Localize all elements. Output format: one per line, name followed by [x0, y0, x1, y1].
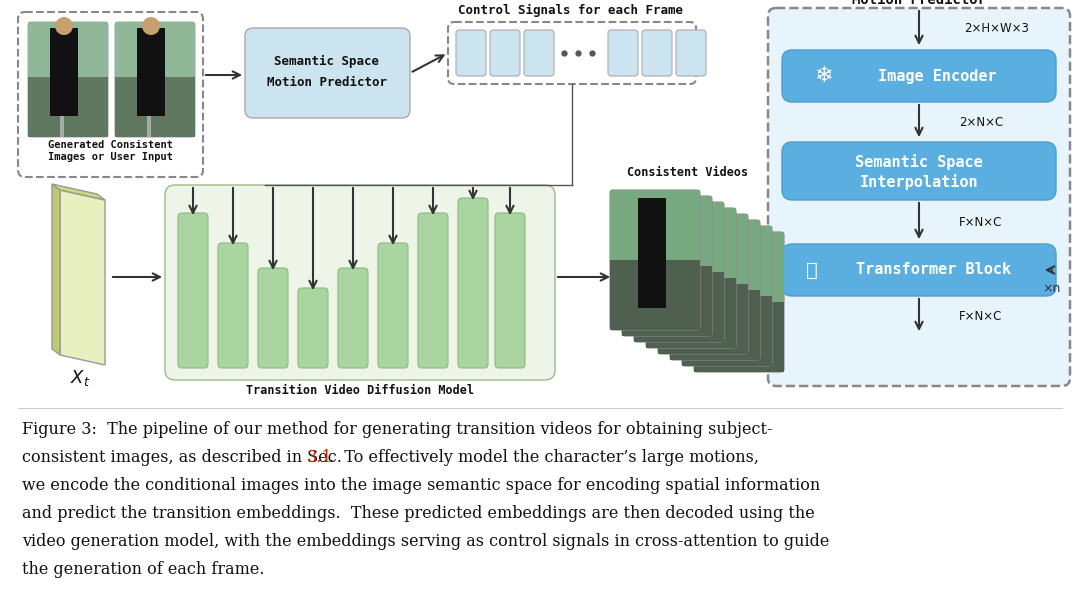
FancyBboxPatch shape — [622, 196, 712, 336]
Text: Consistent Videos: Consistent Videos — [627, 166, 748, 179]
Bar — [658, 284, 748, 354]
Bar — [674, 216, 702, 326]
FancyBboxPatch shape — [495, 213, 525, 368]
Text: consistent images, as described in Sec.: consistent images, as described in Sec. — [22, 449, 347, 467]
FancyBboxPatch shape — [338, 268, 368, 368]
FancyBboxPatch shape — [298, 288, 328, 368]
Bar — [686, 222, 714, 332]
Polygon shape — [52, 184, 60, 355]
FancyBboxPatch shape — [694, 232, 784, 372]
Bar — [638, 198, 666, 308]
Bar — [646, 208, 735, 278]
Text: 3.1: 3.1 — [307, 449, 333, 467]
FancyBboxPatch shape — [681, 226, 772, 366]
FancyBboxPatch shape — [670, 220, 760, 360]
Bar — [723, 240, 750, 350]
FancyBboxPatch shape — [114, 22, 195, 137]
FancyBboxPatch shape — [646, 208, 735, 348]
Polygon shape — [60, 190, 105, 365]
Bar — [662, 210, 690, 320]
FancyBboxPatch shape — [608, 30, 638, 76]
FancyBboxPatch shape — [258, 268, 288, 368]
FancyBboxPatch shape — [178, 213, 208, 368]
FancyBboxPatch shape — [768, 8, 1070, 386]
FancyBboxPatch shape — [782, 244, 1056, 296]
Bar — [622, 196, 712, 266]
Bar — [50, 28, 78, 116]
Text: Control Signals for each Frame: Control Signals for each Frame — [458, 4, 683, 17]
Text: Semantic Space: Semantic Space — [855, 154, 983, 170]
Text: Transition Video Diffusion Model: Transition Video Diffusion Model — [246, 383, 474, 397]
Bar — [646, 278, 735, 348]
FancyBboxPatch shape — [245, 28, 410, 118]
Text: Motion Predictor: Motion Predictor — [852, 0, 986, 7]
FancyBboxPatch shape — [28, 22, 108, 137]
FancyBboxPatch shape — [418, 213, 448, 368]
FancyBboxPatch shape — [458, 198, 488, 368]
Bar — [694, 302, 784, 372]
FancyBboxPatch shape — [218, 243, 248, 368]
Bar — [698, 228, 726, 338]
Text: Semantic Space: Semantic Space — [274, 55, 379, 68]
FancyBboxPatch shape — [782, 142, 1056, 200]
Text: Image Encoder: Image Encoder — [878, 68, 997, 83]
FancyBboxPatch shape — [642, 30, 672, 76]
Bar — [634, 272, 724, 342]
Polygon shape — [52, 184, 105, 200]
FancyBboxPatch shape — [782, 50, 1056, 102]
Text: Images or User Input: Images or User Input — [48, 152, 173, 162]
Text: .  To effectively model the character’s large motions,: . To effectively model the character’s l… — [328, 449, 758, 467]
Bar — [114, 22, 195, 77]
FancyBboxPatch shape — [490, 30, 519, 76]
Bar — [28, 77, 108, 137]
Bar — [710, 234, 738, 344]
Bar — [147, 77, 151, 137]
Bar — [610, 190, 700, 260]
Bar — [634, 202, 724, 272]
Text: Interpolation: Interpolation — [860, 174, 978, 190]
Circle shape — [55, 17, 73, 35]
Text: Motion Predictor: Motion Predictor — [267, 76, 387, 89]
Bar — [114, 77, 195, 137]
Text: and predict the transition embeddings.  These predicted embeddings are then deco: and predict the transition embeddings. T… — [22, 505, 814, 523]
Bar — [670, 290, 760, 360]
Bar — [694, 232, 784, 302]
Text: F×N×C: F×N×C — [959, 310, 1002, 323]
Text: Figure 3:  The pipeline of our method for generating transition videos for obtai: Figure 3: The pipeline of our method for… — [22, 421, 772, 439]
Text: $X_t$: $X_t$ — [70, 368, 91, 388]
Bar — [610, 260, 700, 330]
Bar — [650, 204, 678, 314]
Bar — [60, 77, 64, 137]
Text: F×N×C: F×N×C — [959, 215, 1002, 229]
Text: Generated Consistent: Generated Consistent — [48, 140, 173, 150]
Bar — [681, 226, 772, 296]
FancyBboxPatch shape — [165, 185, 555, 380]
Text: ×n: ×n — [1042, 281, 1061, 295]
Bar — [137, 28, 165, 116]
Bar — [681, 296, 772, 366]
FancyBboxPatch shape — [676, 30, 706, 76]
FancyBboxPatch shape — [610, 190, 700, 330]
Bar — [670, 220, 760, 290]
Text: ❄: ❄ — [813, 66, 833, 86]
Circle shape — [141, 17, 160, 35]
Text: 2×H×W×3: 2×H×W×3 — [964, 22, 1029, 34]
Text: 🔥: 🔥 — [806, 260, 818, 280]
FancyBboxPatch shape — [658, 214, 748, 354]
Text: 2×N×C: 2×N×C — [959, 115, 1003, 128]
Text: we encode the conditional images into the image semantic space for encoding spat: we encode the conditional images into th… — [22, 478, 820, 494]
Bar — [28, 22, 108, 77]
Text: the generation of each frame.: the generation of each frame. — [22, 562, 265, 578]
Text: video generation model, with the embeddings serving as control signals in cross-: video generation model, with the embeddi… — [22, 533, 829, 551]
FancyBboxPatch shape — [456, 30, 486, 76]
Text: Transformer Block: Transformer Block — [856, 263, 1012, 277]
Bar — [622, 266, 712, 336]
FancyBboxPatch shape — [524, 30, 554, 76]
FancyBboxPatch shape — [634, 202, 724, 342]
FancyBboxPatch shape — [378, 243, 408, 368]
Bar — [658, 214, 748, 284]
